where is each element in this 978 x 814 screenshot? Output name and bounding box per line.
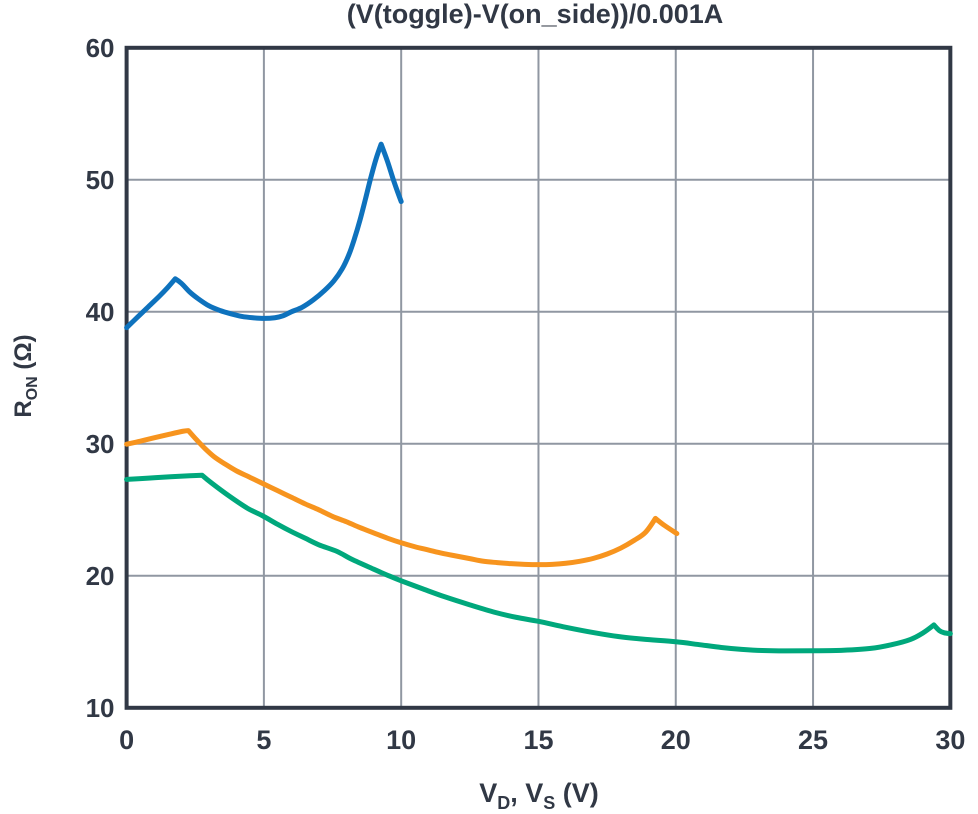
svg-text:5: 5 [256, 725, 271, 755]
svg-text:30: 30 [86, 429, 115, 459]
svg-text:40: 40 [86, 297, 115, 327]
svg-text:VD, VS (V): VD, VS (V) [479, 778, 599, 813]
svg-text:30: 30 [935, 725, 965, 755]
svg-text:15: 15 [523, 725, 553, 755]
svg-text:0: 0 [119, 725, 134, 755]
svg-text:20: 20 [86, 561, 115, 591]
svg-text:(V(toggle)-V(on_side))/0.001A: (V(toggle)-V(on_side))/0.001A [347, 0, 724, 29]
svg-text:RON (Ω): RON (Ω) [10, 334, 41, 417]
svg-text:10: 10 [386, 725, 416, 755]
svg-text:50: 50 [86, 165, 115, 195]
svg-text:20: 20 [661, 725, 691, 755]
svg-text:25: 25 [798, 725, 828, 755]
svg-text:10: 10 [86, 693, 115, 723]
svg-text:60: 60 [86, 33, 115, 63]
